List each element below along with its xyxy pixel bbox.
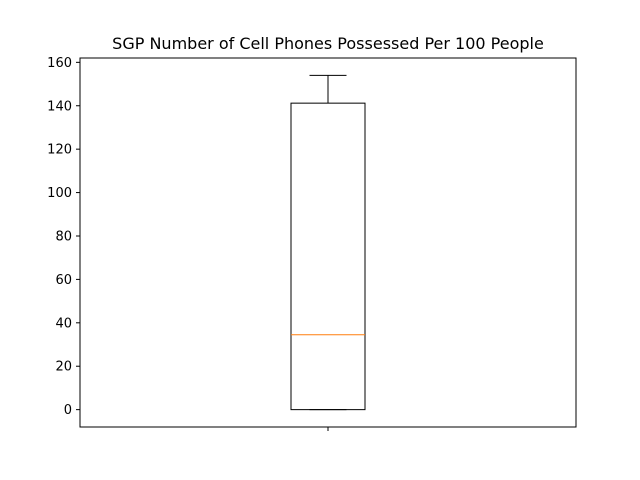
y-tick-label: 20 [55,360,72,375]
y-tick-label: 40 [55,316,72,331]
y-tick-label: 160 [47,56,72,71]
y-tick-label: 0 [64,403,72,418]
box-plot [290,74,366,411]
y-axis: 0 20 40 60 80 100 120 140 160 [47,56,80,418]
chart-title: SGP Number of Cell Phones Possessed Per … [112,34,544,53]
box-iqr [290,102,366,411]
y-tick-label: 80 [55,229,72,244]
plot-frame [79,57,577,428]
y-tick-label: 120 [47,143,72,158]
y-tick-label: 140 [47,99,72,114]
y-tick-label: 100 [47,186,72,201]
y-tick-label: 60 [55,273,72,288]
